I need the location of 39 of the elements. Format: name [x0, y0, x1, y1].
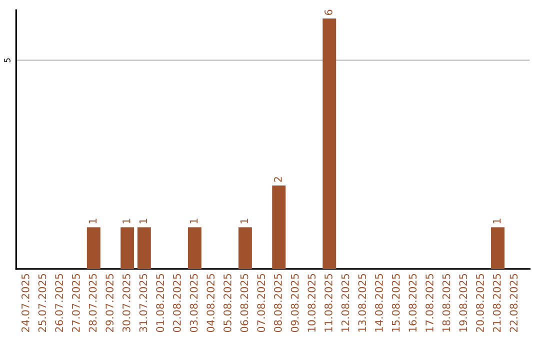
x-tick-label: 11.08.2025 — [324, 274, 332, 332]
data-label: 1 — [190, 218, 198, 224]
data-label: 1 — [122, 218, 130, 224]
x-tick-label: 03.08.2025 — [190, 274, 198, 332]
x-tick-label: 28.07.2025 — [88, 274, 97, 332]
x-tick-label: 07.08.2025 — [257, 274, 266, 332]
x-tick-label: 02.08.2025 — [172, 274, 181, 332]
y-tick-label: 5 — [4, 58, 10, 62]
x-tick-label: 19.08.2025 — [459, 274, 468, 332]
x-tick-label: 01.08.2025 — [156, 274, 164, 332]
x-tick-label: 22.08.2025 — [510, 274, 518, 332]
x-tick-label: 29.07.2025 — [106, 274, 114, 332]
x-tick-label: 30.07.2025 — [122, 274, 130, 332]
x-tick-label: 08.08.2025 — [274, 274, 282, 332]
data-label: 2 — [274, 177, 282, 182]
x-tick-label: 14.08.2025 — [375, 274, 383, 332]
x-tick-label: 13.08.2025 — [358, 274, 366, 332]
x-tick-label: 15.08.2025 — [392, 274, 400, 332]
x-tick-label: 26.07.2025 — [55, 274, 63, 332]
x-tick-label: 17.08.2025 — [426, 274, 434, 332]
data-label: 1 — [88, 218, 97, 224]
data-label: 1 — [240, 218, 248, 224]
x-tick-label: 25.07.2025 — [38, 274, 46, 332]
x-tick-label: 06.08.2025 — [240, 274, 248, 332]
data-label: 1 — [139, 218, 148, 224]
x-tick-label: 18.08.2025 — [442, 274, 450, 332]
x-tick-label: 31.07.2025 — [139, 274, 148, 332]
data-label: 1 — [493, 218, 501, 224]
x-tick-label: 27.07.2025 — [72, 274, 80, 332]
x-tick-label: 12.08.2025 — [341, 274, 350, 332]
x-tick-label: 05.08.2025 — [223, 274, 232, 332]
x-tick-label: 04.08.2025 — [206, 274, 215, 332]
x-tick-label: 21.08.2025 — [492, 274, 501, 332]
x-tick-label: 24.07.2025 — [21, 274, 30, 332]
x-tick-label: 20.08.2025 — [476, 274, 484, 332]
x-tick-label: 16.08.2025 — [408, 274, 417, 332]
x-tick-label: 10.08.2025 — [308, 274, 316, 332]
x-tick-label: 09.08.2025 — [290, 274, 299, 332]
data-label: 6 — [324, 10, 332, 16]
